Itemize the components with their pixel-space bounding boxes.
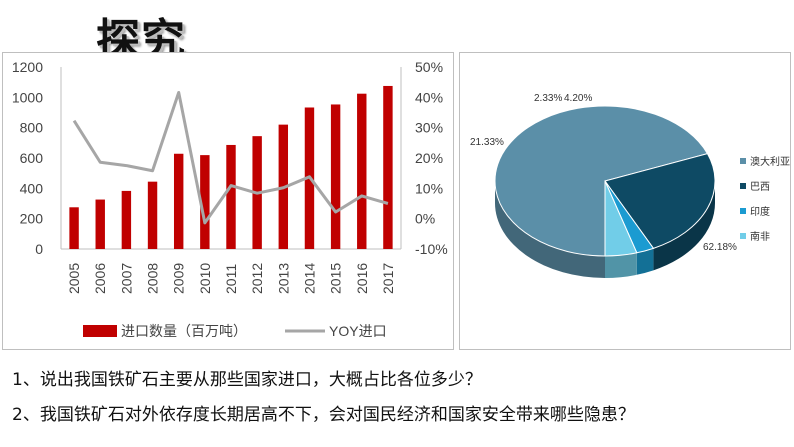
x-tick-label: 2013 <box>275 263 291 294</box>
right-tick-label: 20% <box>415 150 443 166</box>
legend-swatch <box>740 183 746 189</box>
legend-swatch <box>740 208 746 214</box>
x-tick-label: 2005 <box>66 263 82 294</box>
bar-import-volume <box>95 199 105 249</box>
right-tick-label: 50% <box>415 59 443 75</box>
x-tick-label: 2006 <box>92 263 108 294</box>
pie-value-label: 4.20% <box>564 93 592 104</box>
pie-slice-side <box>653 181 715 271</box>
x-tick-label: 2015 <box>328 263 344 294</box>
x-tick-label: 2010 <box>197 263 213 294</box>
bar-line-chart-panel: 0 200 400 600 800 1000 1200 -10% 0% 10% 20% 30% 40% 5… <box>2 52 454 350</box>
pie-slice <box>604 180 638 257</box>
pie-chart-panel: 62.18% 21.33% 2.33% 4.20% 澳大利亚巴西印度南非 <box>459 52 791 350</box>
question-2: 2、我国铁矿石对外依存度长期居高不下，会对国民经济和国家安全带来哪些隐患？ <box>12 405 635 425</box>
bar-import-volume <box>200 155 210 249</box>
left-tick-label: 400 <box>20 180 44 196</box>
import-volume-chart: 0 200 400 600 800 1000 1200 -10% 0% 10% 20% 30% 40% 5… <box>12 59 448 339</box>
right-tick-label: -10% <box>415 241 448 257</box>
line-yoy-import <box>72 90 389 225</box>
pie-value-label: 62.18% <box>703 242 737 253</box>
left-tick-label: 800 <box>20 120 44 136</box>
legend-swatch-bar <box>83 325 117 337</box>
legend-swatch <box>740 233 746 239</box>
bar-import-volume <box>226 144 236 249</box>
legend-label: 澳大利亚 <box>750 155 790 168</box>
left-tick-label: 1200 <box>12 59 43 75</box>
legend-label-bar: 进口数量（百万吨） <box>121 323 247 339</box>
pie-slice-side <box>605 252 637 278</box>
question-1: 1、说出我国铁矿石主要从那些国家进口，大概占比各位多少？ <box>12 370 482 390</box>
x-tick-label: 2016 <box>354 263 370 294</box>
pie-slice <box>494 105 709 257</box>
bar-import-volume <box>173 153 184 249</box>
x-tick-label: 2008 <box>145 263 161 294</box>
bar-import-volume <box>147 181 158 249</box>
legend-label: 南非 <box>750 230 770 243</box>
legend-label-line: YOY进口 <box>329 323 387 339</box>
legend-label: 印度 <box>750 205 770 218</box>
left-tick-label: 1000 <box>12 89 43 105</box>
question-area <box>0 350 794 447</box>
left-tick-label: 200 <box>20 211 44 227</box>
legend-label: 巴西 <box>750 181 770 193</box>
pie-value-label: 2.33% <box>534 93 562 104</box>
x-tick-label: 2007 <box>118 263 134 294</box>
x-tick-label: 2012 <box>249 263 265 294</box>
left-tick-label: 600 <box>20 150 44 166</box>
right-tick-label: 10% <box>415 180 443 196</box>
x-tick-label: 2014 <box>301 263 317 294</box>
x-tick-label: 2009 <box>171 263 187 294</box>
x-tick-label: 2017 <box>380 263 396 294</box>
right-tick-label: 30% <box>415 120 443 136</box>
right-tick-label: 0% <box>415 211 435 227</box>
bar-import-volume <box>383 85 393 249</box>
bar-import-volume <box>69 207 79 249</box>
pie-slice <box>604 153 716 249</box>
bar-import-volume <box>330 104 341 249</box>
pie-value-label: 21.33% <box>470 137 504 148</box>
left-tick-label: 0 <box>35 241 43 257</box>
legend-swatch <box>740 158 746 164</box>
pie-slice-side <box>636 248 654 275</box>
right-tick-label: 40% <box>415 89 443 105</box>
bar-import-volume <box>357 93 367 249</box>
x-tick-label: 2011 <box>223 264 239 294</box>
bar-import-volume <box>121 190 132 249</box>
